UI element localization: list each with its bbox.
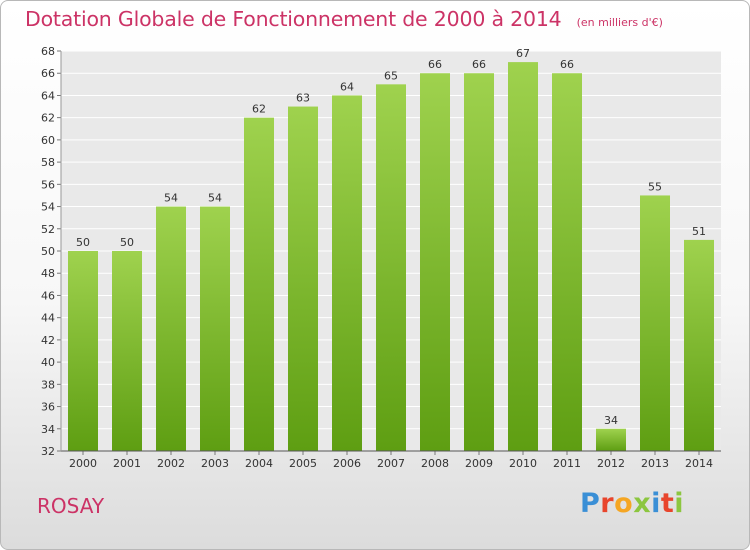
y-tick-label: 68 [41, 45, 55, 58]
logo-letter: i [674, 488, 685, 519]
x-tick-label: 2014 [685, 457, 713, 470]
bar-value-label: 51 [692, 225, 706, 238]
y-tick-label: 34 [41, 423, 55, 436]
value-labels: 50 50 54 54 62 63 64 65 66 66 67 66 34 55 51 [76, 47, 706, 427]
x-tick-label: 2012 [597, 457, 625, 470]
bar-value-label: 54 [164, 192, 178, 205]
bar-value-label: 62 [252, 103, 266, 116]
x-tick-label: 2007 [377, 457, 405, 470]
y-tick-label: 32 [41, 445, 55, 458]
bar [508, 62, 538, 451]
x-tick-label: 2008 [421, 457, 449, 470]
bar [112, 251, 142, 451]
y-tick-label: 48 [41, 267, 55, 280]
y-tick-label: 66 [41, 67, 55, 80]
chart-subtitle: (en milliers d'€) [576, 16, 663, 29]
bar-value-label: 67 [516, 47, 530, 60]
y-tick-label: 40 [41, 356, 55, 369]
bar-value-label: 64 [340, 80, 354, 93]
bar-value-label: 50 [120, 236, 134, 249]
x-tick-label: 2001 [113, 457, 141, 470]
bar-value-label: 55 [648, 180, 662, 193]
y-axis-ticks: 32 34 36 38 40 42 44 46 48 50 52 54 56 58 60 62 64 66 68 [41, 45, 61, 458]
logo-letter: P [580, 488, 601, 519]
title-row: Dotation Globale de Fonctionnement de 20… [25, 7, 663, 31]
bar [596, 428, 626, 451]
y-tick-label: 44 [41, 312, 55, 325]
bar [68, 251, 98, 451]
x-tick-label: 2010 [509, 457, 537, 470]
logo-letter: t [660, 488, 675, 519]
logo-letter: r [600, 488, 615, 519]
bar-value-label: 34 [604, 414, 618, 427]
bar-value-label: 66 [472, 58, 486, 71]
y-tick-label: 56 [41, 178, 55, 191]
bar [244, 117, 274, 452]
commune-name: ROSAY [37, 494, 105, 518]
bar-value-label: 66 [428, 58, 442, 71]
chart-title: Dotation Globale de Fonctionnement de 20… [25, 7, 562, 31]
y-tick-label: 46 [41, 289, 55, 302]
bar [156, 206, 186, 451]
y-tick-label: 38 [41, 378, 55, 391]
logo-letter: i [651, 488, 661, 519]
bar [464, 73, 494, 451]
bar-value-label: 50 [76, 236, 90, 249]
x-tick-label: 2000 [69, 457, 97, 470]
logo-letter: o [614, 488, 634, 519]
x-tick-label: 2013 [641, 457, 669, 470]
x-tick-label: 2005 [289, 457, 317, 470]
bar [684, 239, 714, 451]
logo-letter: x [633, 488, 652, 519]
bar [200, 206, 230, 451]
x-tick-label: 2004 [245, 457, 273, 470]
bar [288, 106, 318, 452]
bar-value-label: 65 [384, 69, 398, 82]
x-tick-label: 2011 [553, 457, 581, 470]
bar [640, 195, 670, 451]
y-tick-label: 60 [41, 134, 55, 147]
x-tick-label: 2009 [465, 457, 493, 470]
bar-value-label: 63 [296, 92, 310, 105]
y-tick-label: 50 [41, 245, 55, 258]
bar-value-label: 54 [208, 192, 222, 205]
bars [68, 62, 714, 452]
bar [552, 73, 582, 451]
x-tick-label: 2002 [157, 457, 185, 470]
bar-value-label: 66 [560, 58, 574, 71]
y-tick-label: 58 [41, 156, 55, 169]
bar [420, 73, 450, 451]
y-tick-label: 54 [41, 201, 55, 214]
y-tick-label: 42 [41, 334, 55, 347]
x-axis-ticks: 2000 2001 2002 2003 2004 2005 2006 2007 2008 2009… [69, 451, 713, 470]
y-tick-label: 52 [41, 223, 55, 236]
y-tick-label: 62 [41, 112, 55, 125]
x-tick-label: 2006 [333, 457, 361, 470]
bar [376, 84, 406, 451]
y-tick-label: 64 [41, 89, 55, 102]
bar [332, 95, 362, 451]
proxiti-logo: Proxiti [580, 488, 684, 519]
y-tick-label: 36 [41, 401, 55, 414]
x-tick-label: 2003 [201, 457, 229, 470]
